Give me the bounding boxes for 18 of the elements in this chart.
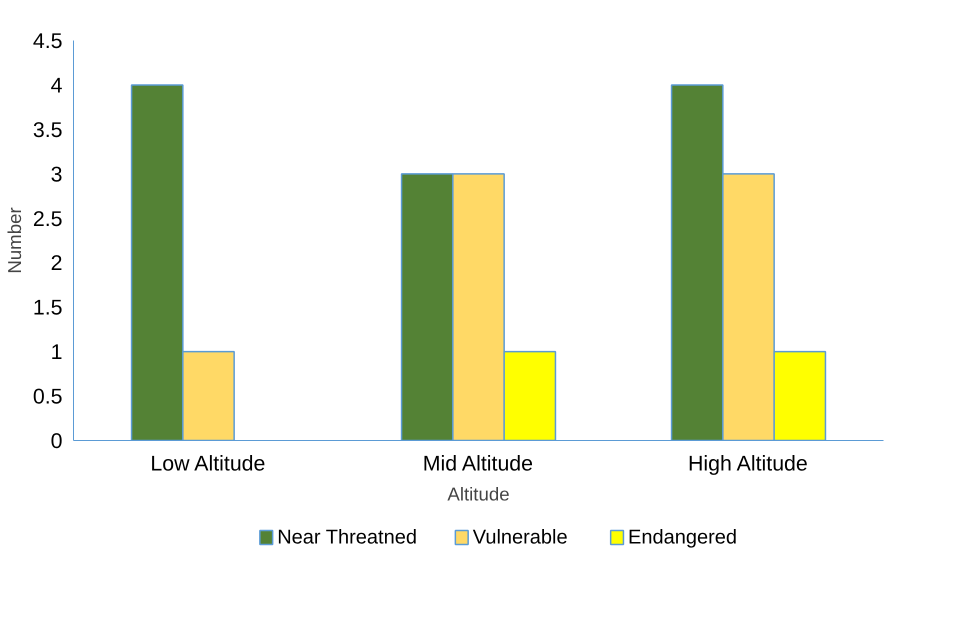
x-tick-label: Low Altitude <box>150 452 266 476</box>
legend-label: Endangered <box>628 526 738 548</box>
y-axis-title: Number <box>4 207 25 274</box>
y-tick-label: 2.5 <box>32 206 63 231</box>
y-tick-label: 4 <box>50 73 63 98</box>
x-tick-label: High Altitude <box>688 452 808 476</box>
y-tick-label: 4.5 <box>32 29 63 53</box>
y-tick-label: 2 <box>50 251 63 276</box>
y-tick-label: 3.5 <box>32 118 63 142</box>
y-tick-label: 1 <box>50 340 63 364</box>
x-axis-title: Altitude <box>447 484 510 504</box>
y-tick-label: 0 <box>50 429 63 453</box>
y-tick-label: 1.5 <box>32 296 63 320</box>
legend-label: Near Threatned <box>277 526 417 548</box>
x-tick-label: Mid Altitude <box>422 452 534 476</box>
y-tick-label: 3 <box>50 162 63 186</box>
legend-label: Vulnerable <box>472 526 568 548</box>
y-tick-label: 0.5 <box>32 384 63 409</box>
